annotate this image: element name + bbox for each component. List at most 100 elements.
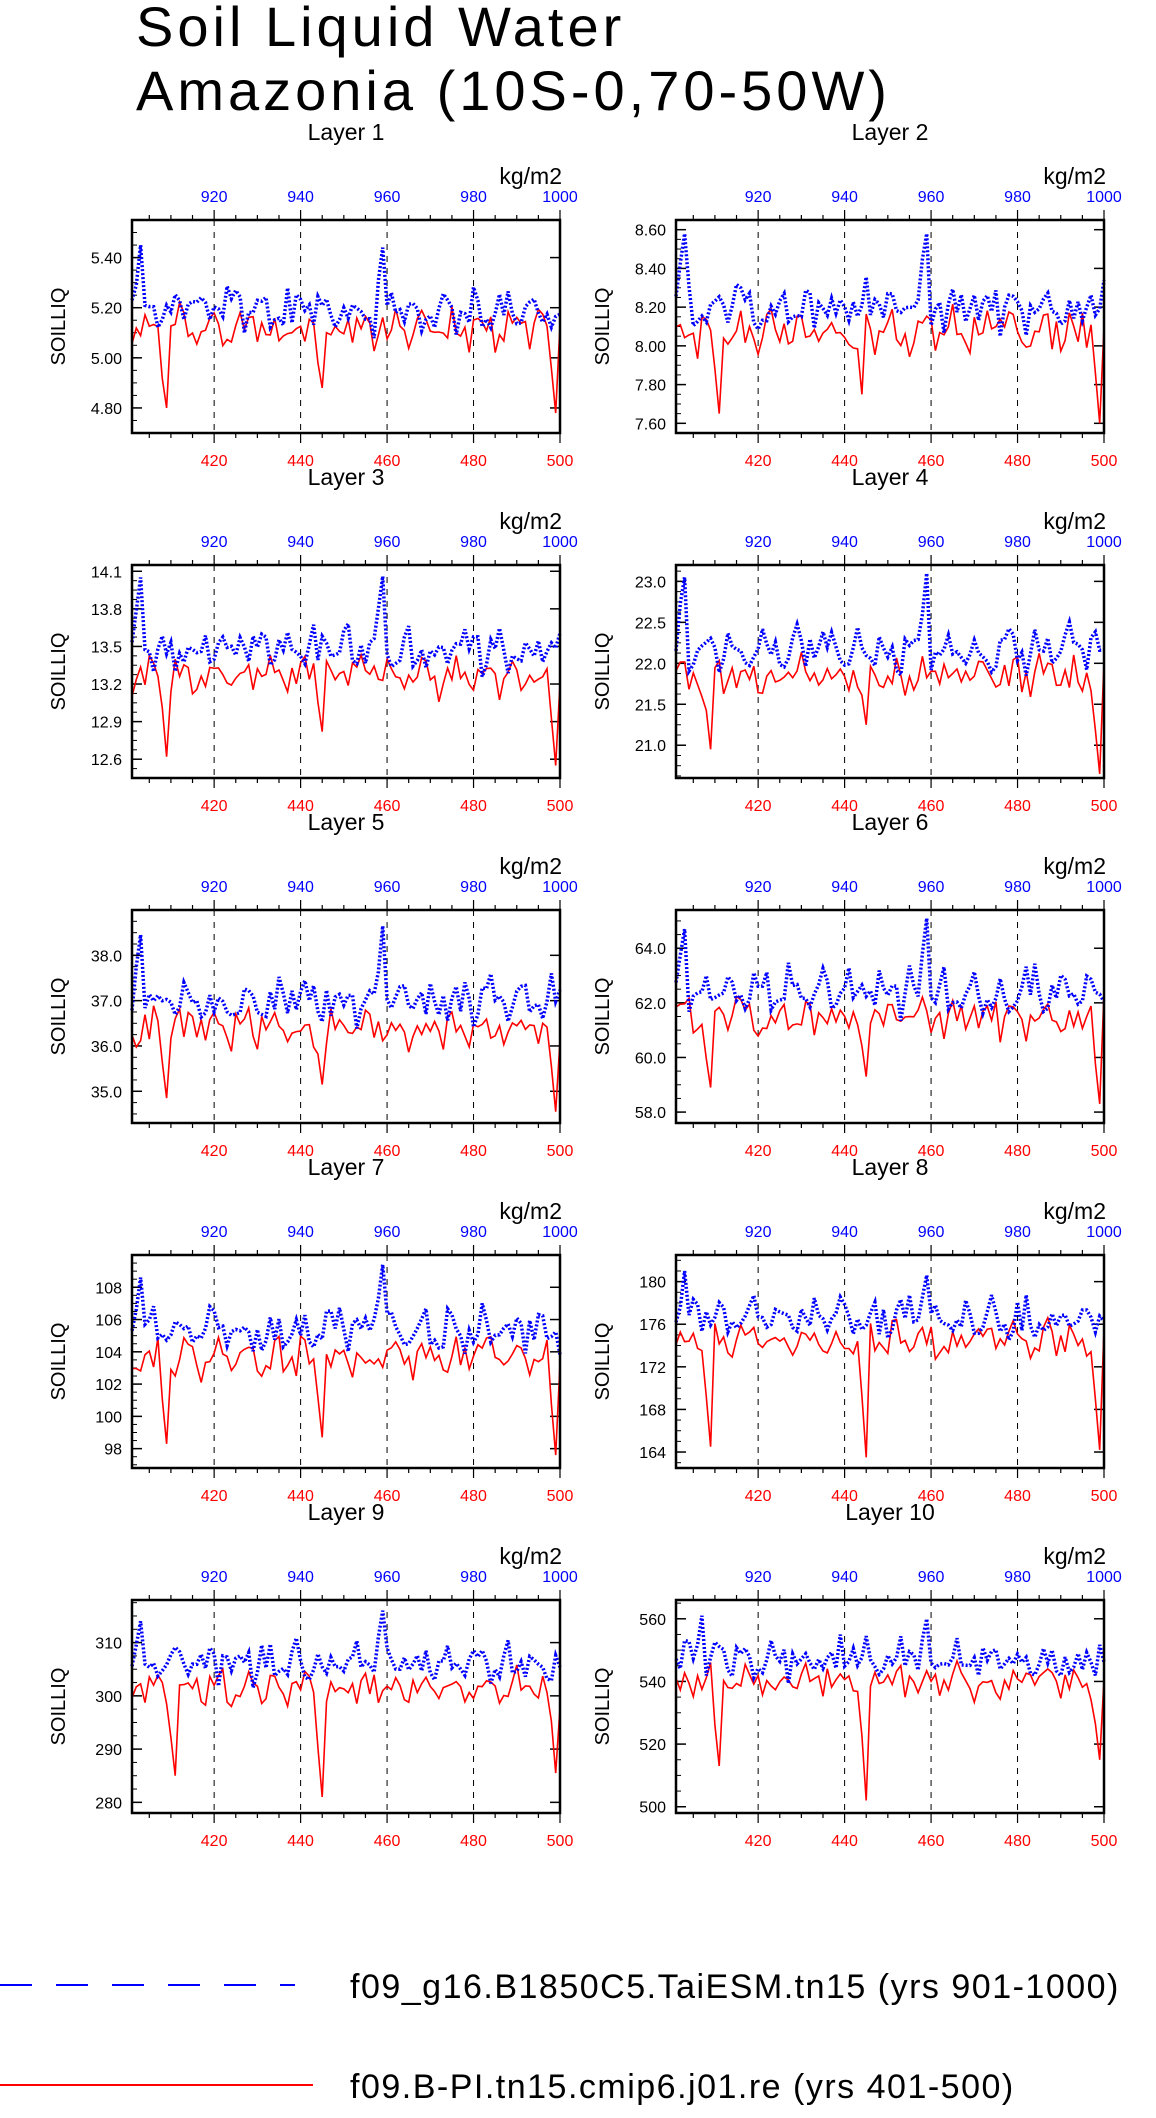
y-axis-label: SOILLIQ [592, 633, 614, 711]
red-series-line [675, 1658, 1105, 1801]
x-top-tick-label: 940 [287, 534, 314, 551]
x-top-tick-label: 940 [831, 534, 858, 551]
x-top-tick-label: 940 [287, 1569, 314, 1586]
legend-red-label: f09.B-PI.tn15.cmip6.j01.re (yrs 401-500) [350, 2068, 1015, 2106]
y-tick-label: 22.0 [635, 656, 666, 673]
x-bottom-tick-label: 420 [201, 1143, 228, 1160]
x-bottom-tick-label: 440 [831, 798, 858, 815]
x-bottom-tick-label: 500 [547, 453, 574, 470]
blue-series-line [130, 1610, 562, 1689]
x-top-tick-label: 920 [201, 1569, 228, 1586]
x-bottom-tick-label: 500 [1091, 453, 1118, 470]
x-bottom-tick-label: 480 [460, 453, 487, 470]
y-tick-label: 21.5 [635, 697, 666, 714]
blue-series-line [674, 917, 1106, 1022]
units-label: kg/m2 [499, 853, 562, 879]
y-tick-label: 98 [104, 1442, 122, 1459]
x-bottom-tick-label: 460 [918, 453, 945, 470]
x-bottom-tick-label: 420 [745, 798, 772, 815]
x-bottom-tick-label: 480 [1004, 798, 1031, 815]
x-bottom-tick-label: 500 [547, 1833, 574, 1850]
x-top-tick-label: 960 [374, 1224, 401, 1241]
blue-series-line [130, 576, 562, 678]
x-top-tick-label: 980 [460, 189, 487, 206]
panel-layer-3: Layer 3 kg/m2 SOILLIQ 12.6 12.9 13.2 13.5 13.8 1… [48, 464, 578, 815]
x-top-tick-label: 920 [201, 879, 228, 896]
x-bottom-tick-label: 480 [460, 1833, 487, 1850]
units-label: kg/m2 [1043, 508, 1106, 534]
x-top-tick-label: 1000 [542, 1569, 578, 1586]
plot-frame [130, 218, 562, 435]
panel-title: Layer 8 [852, 1154, 929, 1180]
y-tick-label: 14.1 [91, 564, 122, 581]
x-bottom-tick-label: 480 [1004, 1143, 1031, 1160]
units-label: kg/m2 [499, 508, 562, 534]
y-tick-label: 35.0 [91, 1084, 122, 1101]
red-series-line [675, 652, 1105, 774]
x-top-tick-label: 960 [918, 534, 945, 551]
x-top-tick-label: 920 [745, 879, 772, 896]
x-bottom-tick-label: 420 [745, 1143, 772, 1160]
blue-series-line [674, 573, 1105, 679]
units-label: kg/m2 [1043, 1198, 1106, 1224]
y-tick-label: 108 [95, 1280, 122, 1297]
legend-blue-label: f09_g16.B1850C5.TaiESM.tn15 (yrs 901-100… [350, 1968, 1120, 2006]
red-series-line [131, 1664, 561, 1798]
panel-layer-8: Layer 8 kg/m2 SOILLIQ 164 168 172 176 180 420 440… [592, 1154, 1122, 1505]
x-top-tick-label: 920 [745, 534, 772, 551]
units-label: kg/m2 [499, 1543, 562, 1569]
x-top-tick-label: 1000 [542, 879, 578, 896]
units-label: kg/m2 [1043, 1543, 1106, 1569]
x-bottom-tick-label: 500 [1091, 798, 1118, 815]
red-series-line [675, 992, 1105, 1104]
x-top-tick-label: 960 [374, 1569, 401, 1586]
x-top-tick-label: 960 [374, 879, 401, 896]
x-top-tick-label: 940 [831, 189, 858, 206]
panel-title: Layer 7 [308, 1154, 385, 1180]
x-top-tick-label: 960 [918, 1569, 945, 1586]
y-tick-label: 520 [639, 1737, 666, 1754]
y-tick-label: 62.0 [635, 996, 666, 1013]
y-axis-label: SOILLIQ [48, 1323, 70, 1401]
y-tick-label: 38.0 [91, 948, 122, 965]
y-axis-label: SOILLIQ [592, 1323, 614, 1401]
x-top-tick-label: 980 [1004, 1224, 1031, 1241]
y-tick-label: 13.2 [91, 677, 122, 694]
plot-frame [130, 563, 562, 780]
x-top-tick-label: 960 [918, 1224, 945, 1241]
y-axis-label: SOILLIQ [48, 978, 70, 1056]
panel-layer-1: Layer 1 kg/m2 SOILLIQ 4.80 5.00 5.20 5.40 420 44… [48, 119, 578, 470]
y-tick-label: 560 [639, 1612, 666, 1629]
x-bottom-tick-label: 420 [745, 1488, 772, 1505]
units-label: kg/m2 [1043, 853, 1106, 879]
x-top-tick-label: 1000 [542, 534, 578, 551]
x-top-tick-label: 960 [374, 189, 401, 206]
panel-title: Layer 6 [852, 809, 929, 835]
panel-layer-2: Layer 2 kg/m2 SOILLIQ 7.60 7.80 8.00 8.20 8.40 8… [592, 119, 1122, 470]
red-series-line [131, 299, 561, 414]
panel-layer-10: Layer 10 kg/m2 SOILLIQ 500 520 540 560 420 440 46… [592, 1499, 1122, 1850]
x-bottom-tick-label: 420 [201, 1833, 228, 1850]
y-tick-label: 500 [639, 1800, 666, 1817]
x-bottom-tick-label: 420 [201, 453, 228, 470]
panel-title: Layer 9 [308, 1499, 385, 1525]
x-bottom-tick-label: 480 [1004, 1488, 1031, 1505]
y-tick-label: 21.0 [635, 738, 666, 755]
x-bottom-tick-label: 480 [460, 1488, 487, 1505]
x-top-tick-label: 980 [460, 1569, 487, 1586]
panel-title: Layer 2 [852, 119, 929, 145]
plot-frame [674, 908, 1106, 1125]
x-bottom-tick-label: 420 [201, 798, 228, 815]
x-top-tick-label: 920 [201, 189, 228, 206]
blue-series-line [674, 1615, 1106, 1684]
x-bottom-tick-label: 460 [374, 1488, 401, 1505]
panel-layer-6: Layer 6 kg/m2 SOILLIQ 58.0 60.0 62.0 64.0 420 44… [592, 809, 1122, 1160]
y-tick-label: 104 [95, 1345, 122, 1362]
y-axis-label: SOILLIQ [48, 288, 70, 366]
y-tick-label: 8.60 [635, 223, 666, 240]
y-tick-label: 180 [639, 1275, 666, 1292]
x-bottom-tick-label: 460 [374, 1143, 401, 1160]
units-label: kg/m2 [499, 1198, 562, 1224]
y-tick-label: 8.20 [635, 300, 666, 317]
y-tick-label: 36.0 [91, 1039, 122, 1056]
